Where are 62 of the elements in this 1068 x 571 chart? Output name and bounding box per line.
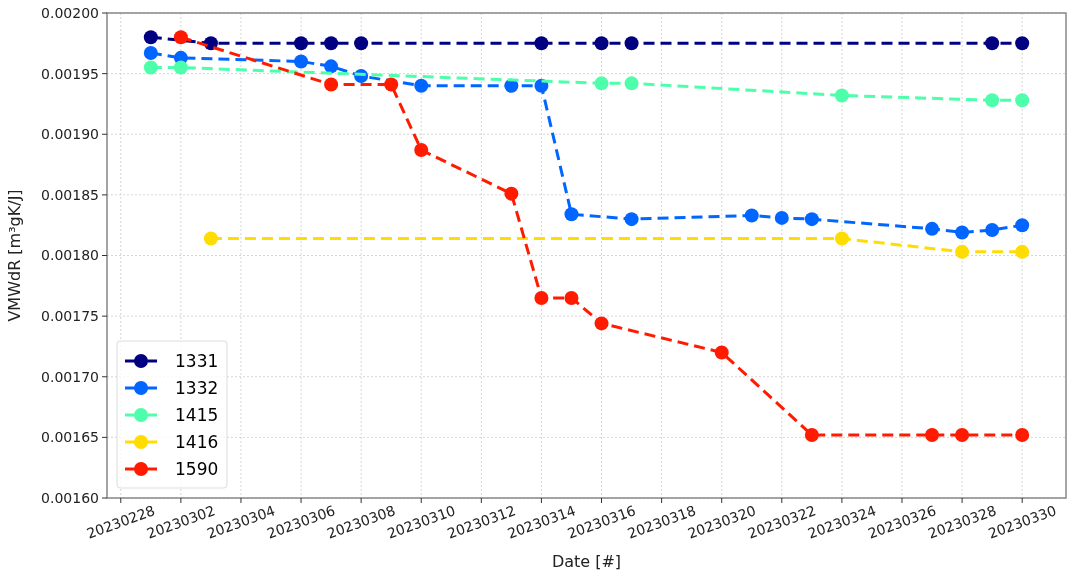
y-tick-label: 0.00175	[41, 308, 99, 325]
y-tick-label: 0.00160	[41, 489, 99, 506]
point	[1015, 244, 1030, 259]
point	[955, 225, 970, 240]
point	[985, 36, 1000, 51]
point	[594, 316, 609, 331]
point	[143, 46, 158, 61]
y-tick-label: 0.00165	[41, 429, 99, 446]
point	[804, 212, 819, 227]
y-tick-label: 0.00180	[41, 247, 99, 264]
point	[1015, 218, 1030, 233]
point	[324, 36, 339, 51]
y-axis-title: VMWdR [m³gK/J]	[5, 189, 24, 322]
legend-label: 1332	[175, 377, 219, 398]
x-axis-title: Date [#]	[551, 552, 622, 571]
point	[594, 76, 609, 91]
point	[624, 212, 639, 227]
point	[294, 54, 309, 69]
legend-label: 1416	[175, 431, 219, 452]
legend-label: 1590	[175, 458, 219, 479]
point	[1015, 36, 1030, 51]
point	[624, 76, 639, 91]
point	[564, 290, 579, 305]
point	[534, 36, 549, 51]
point	[534, 290, 549, 305]
legend-label: 1415	[175, 404, 219, 425]
point	[955, 427, 970, 442]
point	[564, 207, 579, 222]
point	[504, 186, 519, 201]
point	[714, 345, 729, 360]
point	[1015, 93, 1030, 108]
point	[925, 427, 940, 442]
point	[985, 93, 1000, 108]
point	[804, 427, 819, 442]
point	[594, 36, 609, 51]
point	[774, 210, 789, 225]
point	[414, 143, 429, 158]
point	[173, 30, 188, 45]
y-tick-label: 0.00200	[41, 4, 99, 21]
point	[173, 60, 188, 75]
point	[294, 36, 309, 51]
point	[985, 223, 1000, 238]
point	[354, 36, 369, 51]
y-tick-label: 0.00190	[41, 126, 99, 143]
y-tick-label: 0.00185	[41, 186, 99, 203]
legend-label: 1331	[175, 350, 219, 371]
point	[203, 231, 218, 246]
point	[384, 77, 399, 92]
point	[324, 59, 339, 74]
y-tick-label: 0.00170	[41, 368, 99, 385]
point	[143, 30, 158, 45]
point	[414, 78, 429, 93]
point	[834, 88, 849, 103]
point	[1015, 427, 1030, 442]
point	[143, 60, 158, 75]
point	[624, 36, 639, 51]
point	[925, 221, 940, 236]
y-tick-label: 0.00195	[41, 65, 99, 82]
point	[955, 244, 970, 259]
point	[744, 208, 759, 223]
point	[834, 231, 849, 246]
point	[324, 77, 339, 92]
